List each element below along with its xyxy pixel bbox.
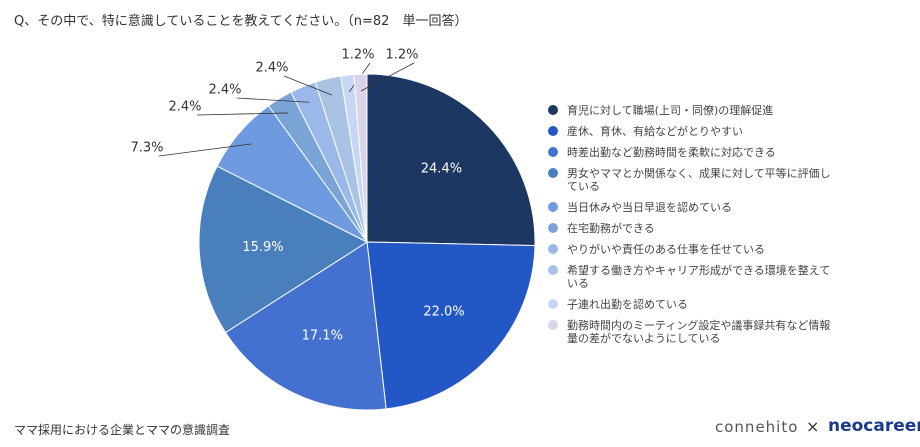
legend-item: 当日休みや当日早退を認めている bbox=[548, 201, 848, 214]
legend-item: 勤務時間内のミーティング設定や議事録共有など情報量の差がでないようにしている bbox=[548, 319, 848, 345]
legend-swatch bbox=[548, 244, 558, 254]
legend-label: 在宅勤務ができる bbox=[567, 222, 655, 235]
legend-item: 男女やママとか関係なく、成果に対して平等に評価している bbox=[548, 167, 848, 193]
pie-slice bbox=[353, 73, 368, 243]
data-label: 1.2% bbox=[341, 48, 374, 63]
data-label: 2.4% bbox=[255, 61, 288, 76]
data-label: 15.9% bbox=[242, 240, 283, 255]
legend-swatch bbox=[548, 202, 558, 212]
legend-swatch bbox=[548, 147, 558, 157]
logo: connehito bbox=[715, 418, 799, 436]
pie-slice bbox=[198, 165, 369, 334]
legend-item: 子連れ出勤を認めている bbox=[548, 298, 848, 311]
legend-label: 産休、育休、有給などがとりやすい bbox=[567, 125, 743, 138]
legend-item: 育児に対して職場(上司・同僚)の理解促進 bbox=[548, 104, 848, 117]
legend-label: 子連れ出勤を認めている bbox=[567, 298, 688, 311]
pie-slice bbox=[366, 241, 536, 410]
data-label: 24.4% bbox=[421, 162, 462, 177]
data-label: 17.1% bbox=[302, 329, 343, 344]
legend-swatch bbox=[548, 265, 558, 275]
data-label: 1.2% bbox=[385, 48, 418, 63]
legend-item: 在宅勤務ができる bbox=[548, 222, 848, 235]
legend-label: 男女やママとか関係なく、成果に対して平等に評価している bbox=[567, 167, 831, 193]
legend-item: 産休、育休、有給などがとりやすい bbox=[548, 125, 848, 138]
logo-separator: × bbox=[806, 417, 820, 436]
legend-label: 当日休みや当日早退を認めている bbox=[567, 201, 732, 214]
legend-swatch bbox=[548, 105, 558, 115]
legend-swatch bbox=[548, 168, 558, 178]
chart-title: Q、その中で、特に意識していることを教えてください。（n=82 単一回答） bbox=[14, 14, 468, 29]
legend-item: 希望する働き方やキャリア形成ができる環境を整えている bbox=[548, 264, 848, 290]
data-label: 22.0% bbox=[423, 305, 464, 320]
leader-line bbox=[196, 112, 289, 116]
leader-line bbox=[158, 143, 253, 157]
pie-slice bbox=[366, 73, 536, 247]
legend-item: やりがいや責任のある仕事を任せている bbox=[548, 243, 848, 256]
footer: ママ採用における企業とママの意識調査 bbox=[14, 423, 231, 437]
data-label: 7.3% bbox=[130, 141, 163, 156]
legend-swatch bbox=[548, 320, 558, 330]
leader-line bbox=[236, 97, 310, 103]
legend-swatch bbox=[548, 126, 558, 136]
legend-label: 育児に対して職場(上司・同僚)の理解促進 bbox=[567, 104, 774, 117]
legend-label: 希望する働き方やキャリア形成ができる環境を整えている bbox=[567, 264, 831, 290]
leader-line bbox=[360, 62, 415, 92]
pie-slice bbox=[224, 241, 387, 411]
legend-item: 時差出勤など勤務時間を柔軟に対応できる bbox=[548, 146, 848, 159]
data-label: 2.4% bbox=[168, 100, 201, 115]
legend-label: やりがいや責任のある仕事を任せている bbox=[567, 243, 765, 256]
legend-swatch bbox=[548, 299, 558, 309]
legend-label: 勤務時間内のミーティング設定や議事録共有など情報量の差がでないようにしている bbox=[567, 319, 831, 345]
legend: 育児に対して職場(上司・同僚)の理解促進 産休、育休、有給などがとりやすい時差出勤… bbox=[548, 104, 848, 345]
logo: neocareer bbox=[828, 416, 920, 436]
data-label: 2.4% bbox=[208, 83, 241, 98]
legend-swatch bbox=[548, 223, 558, 233]
leader-line bbox=[283, 75, 332, 96]
legend-label: 時差出勤など勤務時間を柔軟に対応できる bbox=[567, 146, 776, 159]
